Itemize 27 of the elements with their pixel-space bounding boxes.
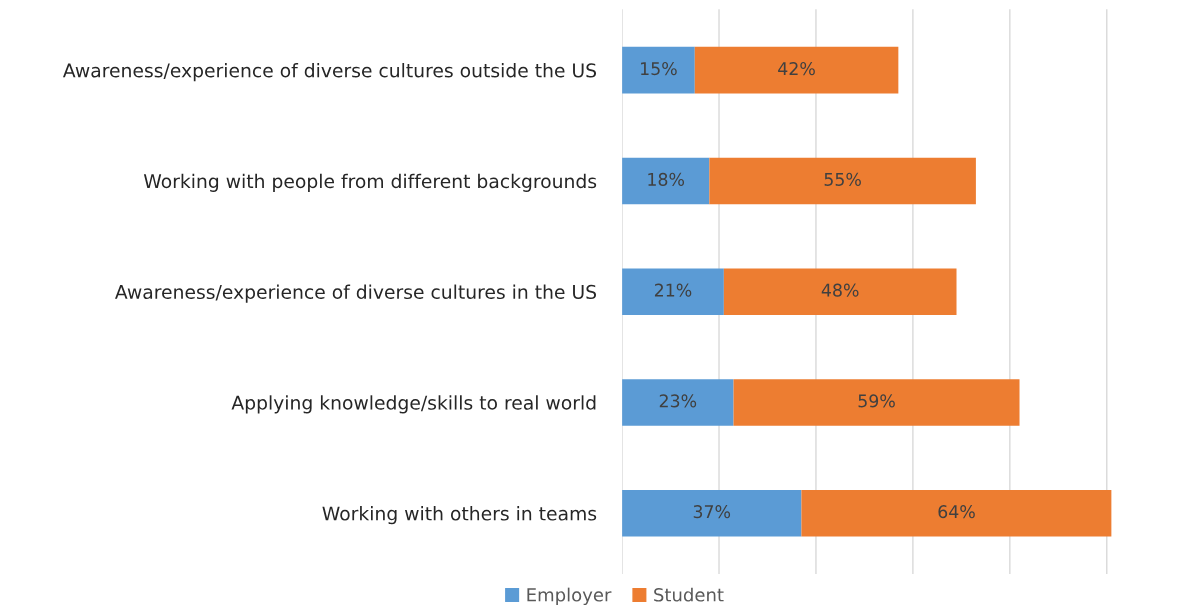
bar — [723, 268, 957, 315]
data-label: 21% — [654, 283, 692, 297]
legend-label: Employer — [527, 587, 612, 606]
legend-label: Student — [654, 587, 724, 602]
data-label: 42% — [778, 62, 815, 76]
y-tick-label: Working with people from different backgrounds — [143, 173, 597, 192]
bar — [622, 379, 734, 426]
y-tick-label: Awareness/experience of diverse cultures outside the US — [62, 63, 597, 82]
bar — [622, 489, 802, 537]
data-label: 15% — [641, 62, 677, 76]
bar — [733, 379, 1020, 426]
bar — [709, 157, 976, 205]
bar — [694, 46, 899, 94]
bar — [801, 489, 1112, 537]
data-label: 59% — [858, 394, 895, 408]
data-label: 18% — [648, 172, 685, 186]
bar — [622, 268, 724, 315]
bar — [622, 46, 695, 94]
data-label: 23% — [659, 394, 697, 408]
bar — [622, 157, 710, 205]
y-tick-label: Awareness/experience of diverse cultures in the US — [114, 284, 597, 303]
data-label: 55% — [824, 172, 861, 186]
data-label: 64% — [938, 505, 975, 519]
data-label: 48% — [821, 283, 859, 297]
data-label: 37% — [693, 505, 731, 519]
y-tick-label: Applying knowledge/skills to real world — [231, 395, 596, 414]
y-tick-label: Working with others in teams — [322, 506, 597, 525]
